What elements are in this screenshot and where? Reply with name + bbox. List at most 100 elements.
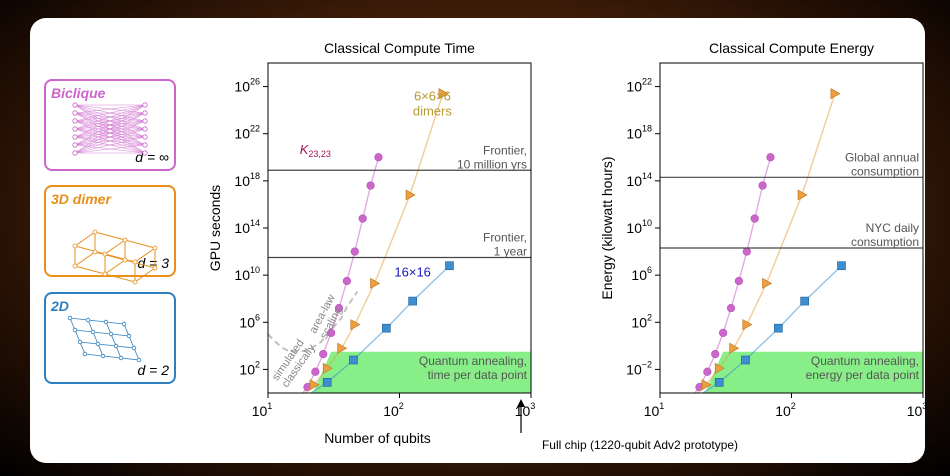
simulated-classically-boundary: [268, 291, 359, 353]
dimer-edge: [104, 273, 136, 283]
data-point-biclique: [374, 153, 383, 162]
data-point-dimer: [405, 189, 416, 201]
data-point-biclique: [290, 400, 298, 408]
biclique-edge: [74, 144, 146, 154]
full-chip-note: Full chip (1220-qubit Adv2 prototype): [542, 438, 738, 452]
x-tick-exponent: 2: [399, 401, 404, 411]
dimer-node: [92, 249, 98, 255]
graph-icon-biclique: [72, 102, 148, 156]
y-tick-exponent: 6: [647, 265, 652, 275]
dimer-node: [72, 243, 78, 249]
data-point-lattice: [682, 400, 690, 408]
y-tick-label: 106: [631, 265, 652, 283]
chart-title: Classical Compute Energy: [709, 40, 874, 56]
biclique-node: [142, 150, 148, 156]
y-tick-label: 102: [631, 312, 652, 330]
lattice-node: [121, 321, 127, 327]
biclique-edge: [74, 104, 146, 122]
x-tick-label: 102: [383, 401, 404, 419]
lattice-node: [95, 341, 101, 347]
data-point-dimer: [337, 342, 348, 354]
biclique-node: [142, 142, 148, 148]
data-point-biclique: [742, 247, 751, 256]
series-line-dimer: [304, 93, 444, 393]
reference-line-label: NYC daily: [866, 221, 919, 235]
y-tick-exponent: 2: [647, 312, 652, 322]
biclique-edge: [74, 104, 146, 146]
data-point-dimer: [290, 400, 298, 408]
dimer-edge: [104, 253, 136, 263]
data-point-biclique: [358, 214, 367, 223]
data-point-biclique: [366, 181, 375, 190]
legend-box-title: 3D dimer: [51, 191, 112, 207]
lattice-edge: [97, 343, 117, 347]
data-point-biclique: [734, 276, 744, 286]
x-tick-label: 101: [252, 401, 273, 419]
quantum-annealing-label: time per data point: [428, 368, 528, 382]
legend-box-lattice2d: 2D d = 2: [44, 292, 176, 384]
series-label: K23,23: [300, 142, 331, 159]
data-point-lattice: [774, 323, 783, 333]
dimer-node: [92, 229, 98, 235]
chart-compute-energy: Quantum annealing,energy per data point G…: [599, 40, 927, 419]
y-axis-label: GPU seconds: [207, 185, 223, 271]
plot-area: [268, 88, 531, 408]
dimer-edge: [94, 231, 126, 241]
lattice-edge: [115, 345, 135, 349]
legend-box-border: [44, 185, 176, 277]
y-tick-exponent: 26: [250, 77, 260, 87]
reference-line-label: Global annual: [845, 150, 919, 164]
data-point-biclique: [350, 247, 359, 256]
biclique-node: [72, 126, 78, 132]
dimer-node: [72, 263, 78, 269]
biclique-edge: [74, 104, 146, 130]
reference-line-label: consumption: [851, 164, 919, 178]
reference-line-label: Frontier,: [483, 143, 527, 157]
data-point-biclique: [342, 276, 352, 286]
y-tick-label: 10−2: [626, 359, 652, 377]
lattice-node: [90, 329, 96, 335]
dimer-edge: [74, 265, 106, 275]
x-tick-exponent: 2: [791, 401, 796, 411]
graph-icon-lattice2d: [67, 315, 142, 363]
biclique-edge: [74, 112, 146, 154]
chart-title: Classical Compute Time: [324, 40, 475, 56]
data-point-biclique: [726, 304, 736, 313]
dimer-edge: [134, 267, 156, 283]
y-tick-label: 1010: [626, 218, 652, 236]
y-tick-label: 1010: [234, 265, 260, 283]
dimer-edge: [74, 251, 96, 267]
data-point-biclique: [334, 304, 344, 313]
y-tick-exponent: 14: [642, 171, 652, 181]
quantum-annealing-label: energy per data point: [806, 368, 920, 382]
y-tick-label: 1018: [234, 171, 260, 189]
series-line-dimer: [696, 93, 836, 393]
graph-icon-dimer3d: [72, 229, 158, 285]
lattice-edge: [92, 331, 112, 335]
y-tick-exponent: 22: [642, 77, 652, 87]
lattice-node: [131, 345, 137, 351]
dimer-edge: [74, 245, 106, 255]
y-tick-exponent: 6: [255, 312, 260, 322]
data-point-dimer: [714, 362, 725, 374]
y-tick-label: 1014: [626, 171, 652, 189]
data-point-dimer: [762, 277, 773, 289]
data-point-biclique: [758, 181, 767, 190]
x-axis-label: Number of qubits: [324, 430, 431, 446]
data-point-dimer: [701, 379, 712, 391]
y-tick-label: 1026: [234, 77, 260, 95]
x-tick-label: 103: [515, 401, 536, 419]
reference-line-label: Frontier,: [483, 230, 527, 244]
x-tick-exponent: 3: [922, 401, 927, 411]
biclique-edge: [74, 120, 146, 154]
lattice-edge: [120, 357, 140, 361]
y-tick-label: 102: [239, 359, 260, 377]
lattice-node: [113, 343, 119, 349]
dimer-node: [122, 257, 128, 263]
legend-box-title: 2D: [50, 298, 69, 314]
biclique-edge: [74, 104, 146, 154]
legend-box-title: Biclique: [51, 85, 106, 101]
x-tick-exponent: 3: [530, 401, 535, 411]
data-point-biclique: [750, 214, 759, 223]
